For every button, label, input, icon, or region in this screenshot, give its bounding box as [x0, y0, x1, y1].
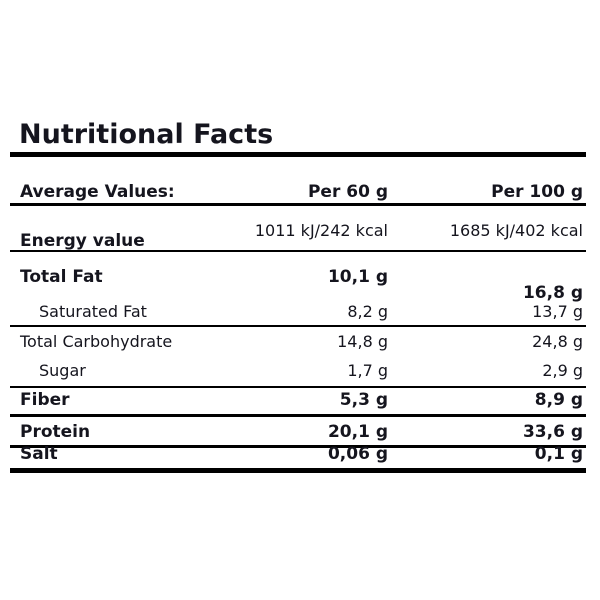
per-100g-value: 8,9 g — [534, 390, 583, 410]
table-row-saturated-fat: Saturated Fat 8,2 g 13,7 g — [10, 302, 586, 329]
per-60g-value: 20,1 g — [327, 422, 388, 442]
bottom-rule — [10, 468, 586, 473]
energy-rule — [10, 250, 586, 252]
per-60g-value: 0,06 g — [327, 444, 388, 464]
per-60g-value: 10,1 g — [327, 267, 388, 287]
row-label: Fiber — [20, 390, 70, 410]
per-60g-value: 14,8 g — [337, 332, 388, 351]
protein-rule — [10, 445, 586, 448]
table-row-total-fat: Total Fat 10,1 g 16,8 g — [10, 267, 586, 302]
header-rule — [10, 203, 586, 206]
sugar-rule — [10, 386, 586, 388]
table-row-total-carbohydrate: Total Carbohydrate 14,8 g 24,8 g — [10, 332, 586, 359]
page-title: Nutritional Facts — [19, 119, 274, 150]
per-60g-value: 5,3 g — [339, 390, 388, 410]
fiber-rule — [10, 414, 586, 417]
per-100g-value: 16,8 g — [522, 283, 583, 303]
table-row-sugar: Sugar 1,7 g 2,9 g — [10, 361, 586, 388]
row-label: Protein — [20, 422, 91, 442]
table-row-fiber: Fiber 5,3 g 8,9 g — [10, 390, 586, 417]
row-label: Sugar — [39, 361, 86, 380]
per-100g-value: 24,8 g — [532, 332, 583, 351]
table-row-energy: Energy value 1011 kJ/242 kcal 1685 kJ/40… — [10, 221, 586, 250]
table-row-salt: Salt 0,06 g 0,1 g — [10, 444, 586, 471]
title-rule — [10, 152, 586, 157]
table-row-protein: Protein 20,1 g 33,6 g — [10, 422, 586, 449]
per-100g-value: 2,9 g — [542, 361, 583, 380]
per-100g-value: 1685 kJ/402 kcal — [449, 221, 583, 240]
row-label: Saturated Fat — [39, 302, 147, 321]
per-100g-value: 13,7 g — [532, 302, 583, 321]
per-60g-value: 8,2 g — [347, 302, 388, 321]
header-per-60g: Per 60 g — [307, 182, 388, 202]
header-average-values: Average Values: — [20, 182, 175, 202]
per-100g-value: 33,6 g — [522, 422, 583, 442]
per-60g-value: 1,7 g — [347, 361, 388, 380]
saturated-fat-rule — [10, 325, 586, 327]
header-per-100g: Per 100 g — [491, 182, 583, 202]
table-header-row: Average Values: Per 60 g Per 100 g — [10, 182, 586, 209]
per-60g-value: 1011 kJ/242 kcal — [254, 221, 388, 240]
per-100g-value: 0,1 g — [534, 444, 583, 464]
row-label: Salt — [20, 444, 58, 464]
row-label: Energy value — [20, 231, 145, 251]
row-label: Total Fat — [20, 267, 103, 287]
row-label: Total Carbohydrate — [20, 332, 173, 351]
